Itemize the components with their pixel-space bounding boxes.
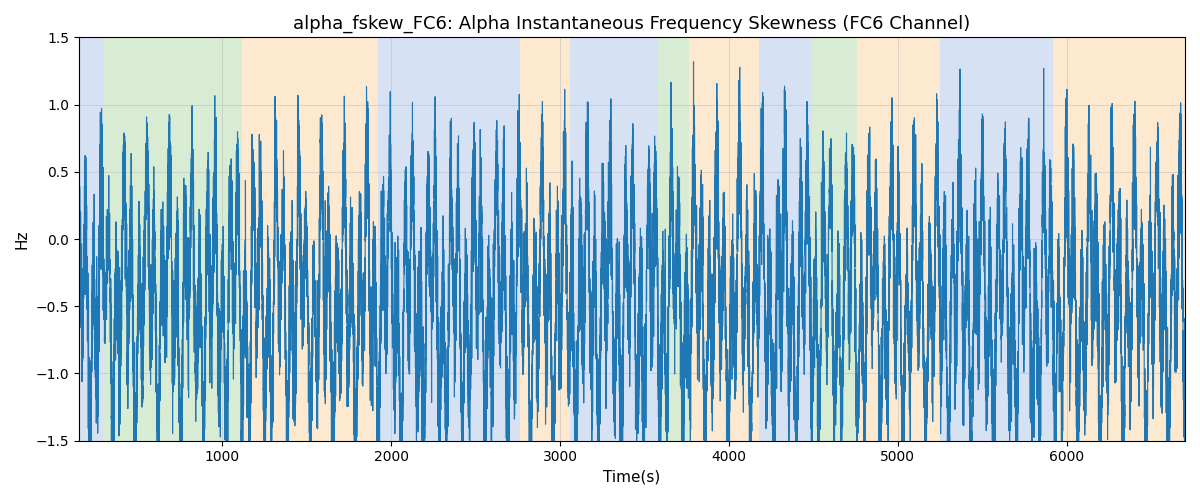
Bar — [811, 38, 857, 440]
Y-axis label: Hz: Hz — [14, 230, 30, 249]
Bar — [570, 38, 658, 440]
Bar — [378, 38, 520, 440]
Title: alpha_fskew_FC6: Alpha Instantaneous Frequency Skewness (FC6 Channel): alpha_fskew_FC6: Alpha Instantaneous Fre… — [293, 15, 971, 34]
Bar — [658, 38, 689, 440]
Bar — [242, 38, 378, 440]
X-axis label: Time(s): Time(s) — [604, 470, 660, 485]
Bar — [760, 38, 811, 440]
Bar — [940, 38, 1054, 440]
Bar — [689, 38, 760, 440]
Bar — [857, 38, 940, 440]
Bar — [520, 38, 570, 440]
Bar — [103, 38, 242, 440]
Bar — [79, 38, 103, 440]
Bar — [1054, 38, 1186, 440]
